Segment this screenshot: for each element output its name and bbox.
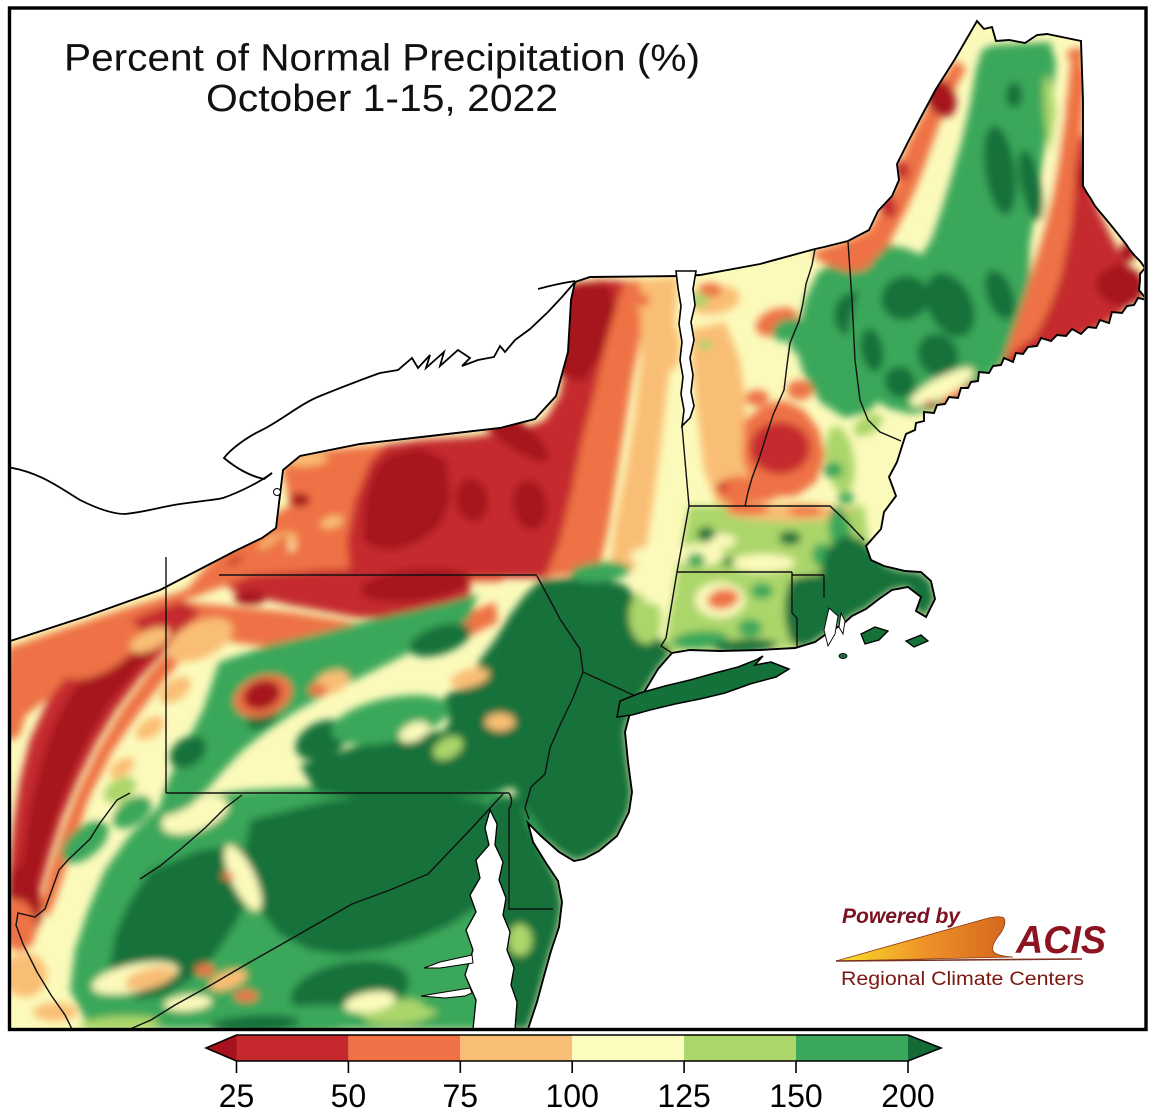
svg-text:October 1-15, 2022: October 1-15, 2022 bbox=[206, 78, 558, 120]
svg-text:100: 100 bbox=[546, 1078, 599, 1112]
svg-text:75: 75 bbox=[443, 1078, 479, 1112]
svg-text:50: 50 bbox=[331, 1078, 367, 1112]
svg-text:125: 125 bbox=[657, 1078, 710, 1112]
svg-text:Regional Climate Centers: Regional Climate Centers bbox=[841, 969, 1084, 990]
svg-text:200: 200 bbox=[881, 1078, 934, 1112]
svg-text:150: 150 bbox=[769, 1078, 822, 1112]
svg-text:Powered by: Powered by bbox=[842, 905, 961, 928]
svg-text:Percent of Normal Precipitatio: Percent of Normal Precipitation (%) bbox=[64, 38, 700, 80]
svg-text:ACIS: ACIS bbox=[1015, 919, 1106, 962]
svg-text:25: 25 bbox=[219, 1078, 255, 1112]
